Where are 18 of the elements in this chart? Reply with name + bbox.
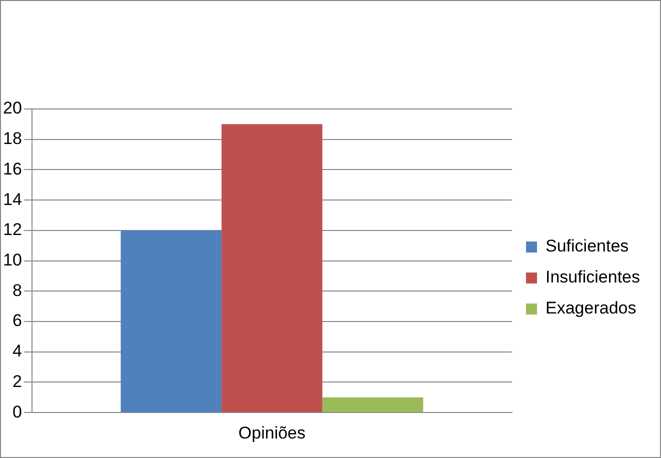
legend-label: Exagerados xyxy=(546,298,636,318)
y-tick-label: 0 xyxy=(12,402,22,422)
bar xyxy=(222,124,322,412)
y-tick-label: 16 xyxy=(2,159,22,178)
y-tick-label: 4 xyxy=(12,342,22,361)
y-tick-label: 12 xyxy=(2,220,22,240)
legend-label: Insuficientes xyxy=(546,268,640,287)
x-tick-label: Opiniões xyxy=(238,423,306,442)
legend-label: Suficientes xyxy=(546,236,629,256)
y-tick-label: 8 xyxy=(12,280,22,300)
bar xyxy=(120,230,222,412)
bar xyxy=(322,397,424,412)
y-tick-label: 6 xyxy=(12,311,22,330)
y-tick-label: 2 xyxy=(12,372,22,391)
y-tick-label: 10 xyxy=(2,250,22,270)
y-tick-label: 14 xyxy=(2,190,22,209)
y-tick-label: 20 xyxy=(2,98,22,118)
y-tick-label: 18 xyxy=(2,129,22,148)
